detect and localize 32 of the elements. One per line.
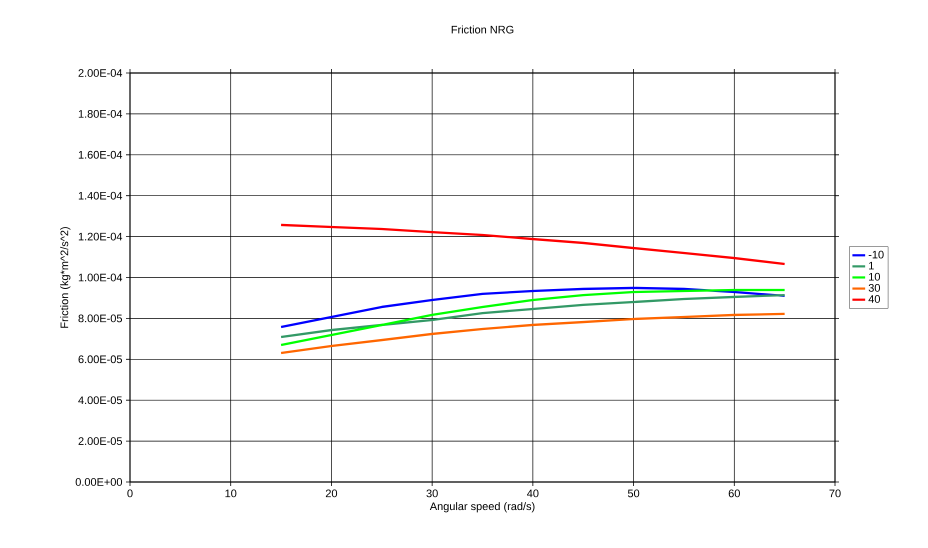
y-tick-label: 6.00E-05 — [78, 355, 122, 364]
x-tick-label: 70 — [829, 490, 841, 498]
x-tick-label: 60 — [728, 490, 740, 498]
x-tick-label: 0 — [127, 490, 133, 498]
y-tick-label: 0.00E+00 — [76, 478, 122, 486]
y-tick-label: 8.00E-05 — [78, 314, 122, 322]
y-axis-title: Friction (kg*m^2/s^2) — [60, 227, 70, 328]
chart-title: Friction NRG — [452, 25, 514, 34]
y-tick-label: 1.60E-04 — [78, 150, 122, 159]
y-tick-label: 1.40E-04 — [78, 192, 122, 200]
y-tick-label: 1.00E-04 — [78, 274, 122, 282]
legend-label: 10 — [869, 272, 880, 281]
legend-label: 40 — [868, 295, 880, 303]
y-tick-label: 2.00E-05 — [78, 437, 122, 445]
legend-label: 1 — [869, 262, 874, 270]
x-axis-title: Angular speed (rad/s) — [430, 502, 534, 512]
x-tick-label: 30 — [426, 490, 438, 498]
line-series — [280, 286, 786, 328]
y-tick-label: 1.20E-04 — [78, 232, 122, 240]
line-series — [280, 312, 786, 354]
y-tick-label: 2.00E-04 — [78, 69, 122, 77]
x-tick-label: 50 — [628, 490, 640, 498]
x-tick-label: 40 — [527, 490, 539, 498]
line-series — [280, 288, 786, 346]
x-tick-label: 20 — [326, 490, 338, 498]
line-series — [280, 294, 786, 338]
legend-label: -10 — [868, 250, 884, 258]
line-series — [280, 224, 786, 266]
y-tick-label: 4.00E-05 — [78, 396, 122, 404]
x-tick-label: 10 — [225, 490, 236, 498]
y-tick-label: 1.80E-04 — [78, 110, 122, 118]
legend-label: 30 — [868, 284, 880, 292]
